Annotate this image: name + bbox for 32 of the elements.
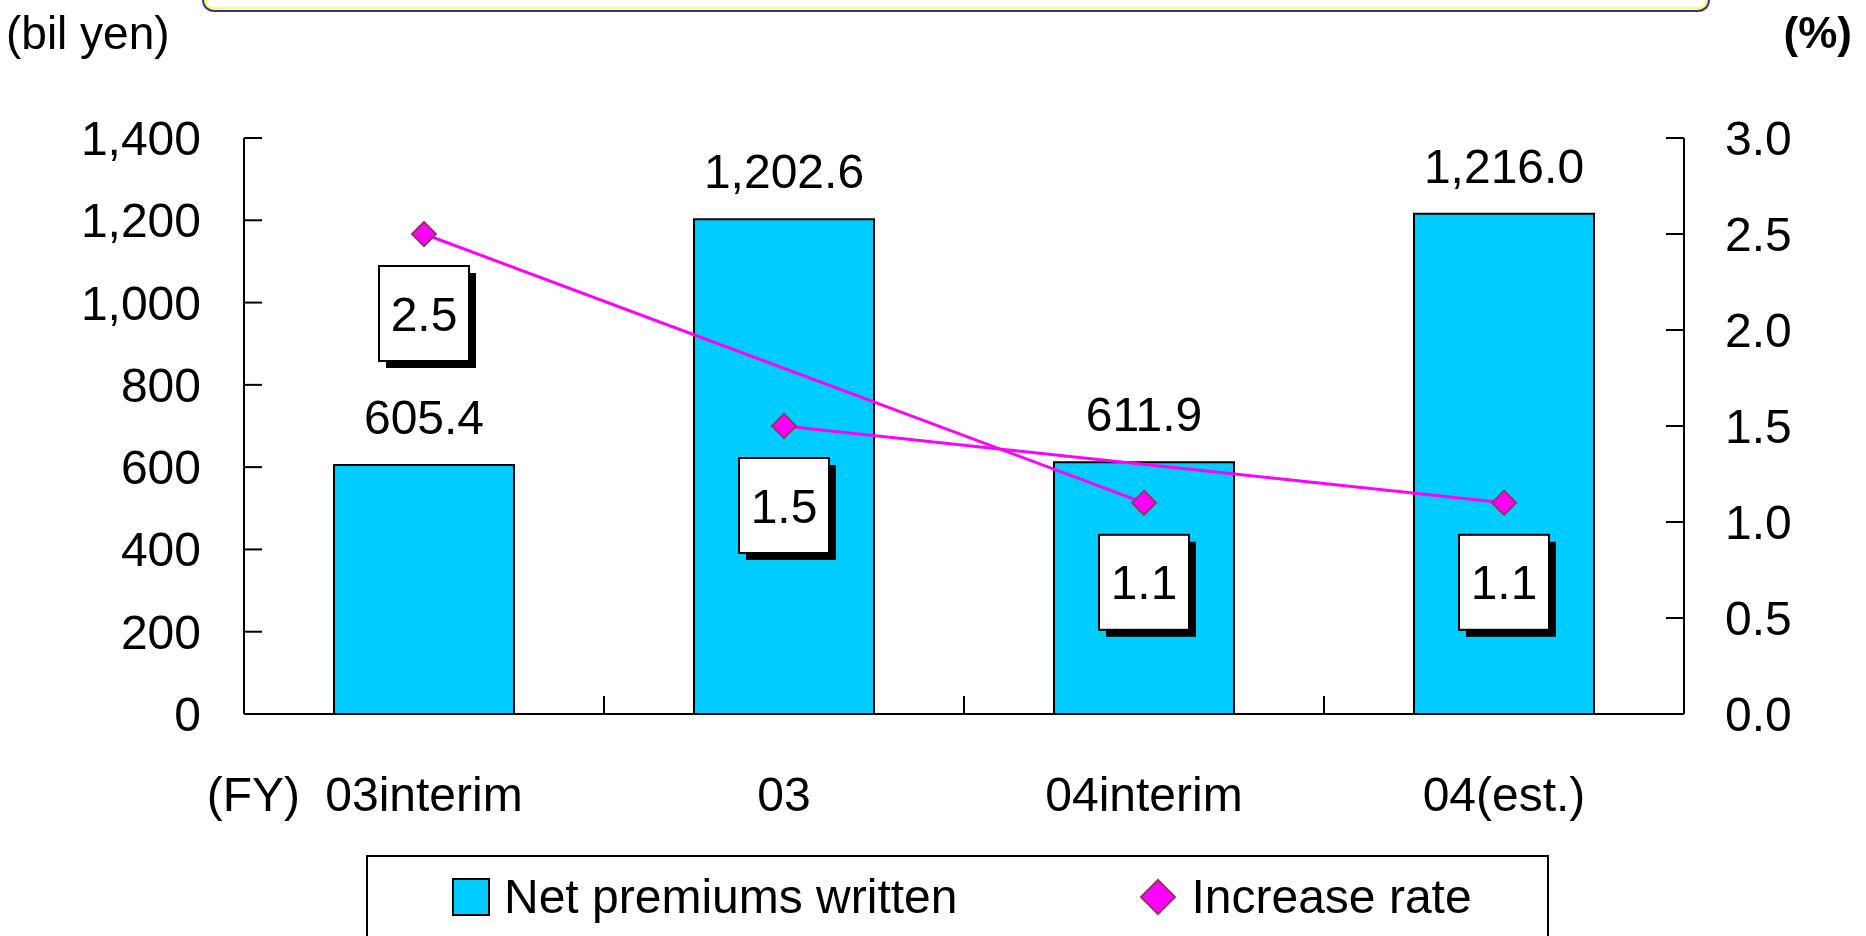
y-tick-label: 1,400 — [80, 112, 201, 165]
y-tick-label: 0 — [174, 688, 201, 741]
y2-tick-label: 0.0 — [1725, 688, 1792, 741]
legend-label: Net premiums written — [504, 869, 958, 924]
y-tick-label: 600 — [120, 441, 201, 495]
data-label: 605.4 — [363, 390, 485, 444]
y2-tick-label: 2.0 — [1725, 304, 1792, 357]
data-label: 1.1 — [1470, 556, 1538, 610]
data-label: 611.9 — [1085, 388, 1203, 442]
data-label: 1.5 — [750, 479, 818, 533]
x-axis-title: (FY) — [206, 767, 300, 823]
data-label: 2.5 — [390, 287, 458, 341]
x-tick-label: 03 — [757, 768, 811, 821]
y2-tick-label: 0.5 — [1725, 592, 1792, 645]
data-label: 1,202.6 — [703, 145, 865, 199]
y2-tick-label: 1.0 — [1725, 496, 1792, 549]
y-tick-label: 1,000 — [80, 276, 201, 330]
y2-axis-title: (%) — [1783, 7, 1852, 59]
data-label: 1.1 — [1110, 556, 1178, 610]
legend-label: Increase rate — [1191, 869, 1472, 924]
data-label: 1,216.0 — [1423, 139, 1585, 193]
x-tick-label: 03interim — [325, 768, 523, 821]
y2-tick-label: 2.5 — [1725, 208, 1792, 261]
y-axis-title: (bil yen) — [6, 6, 170, 60]
x-tick-label: 04(est.) — [1422, 768, 1586, 821]
x-tick-label: 04interim — [1045, 768, 1243, 821]
y2-tick-label: 3.0 — [1725, 112, 1792, 165]
y-tick-label: 400 — [120, 523, 201, 577]
y-tick-label: 200 — [120, 605, 201, 659]
y-tick-label: 1,200 — [80, 194, 201, 248]
y-tick-label: 800 — [120, 358, 201, 412]
y2-tick-label: 1.5 — [1725, 400, 1792, 453]
